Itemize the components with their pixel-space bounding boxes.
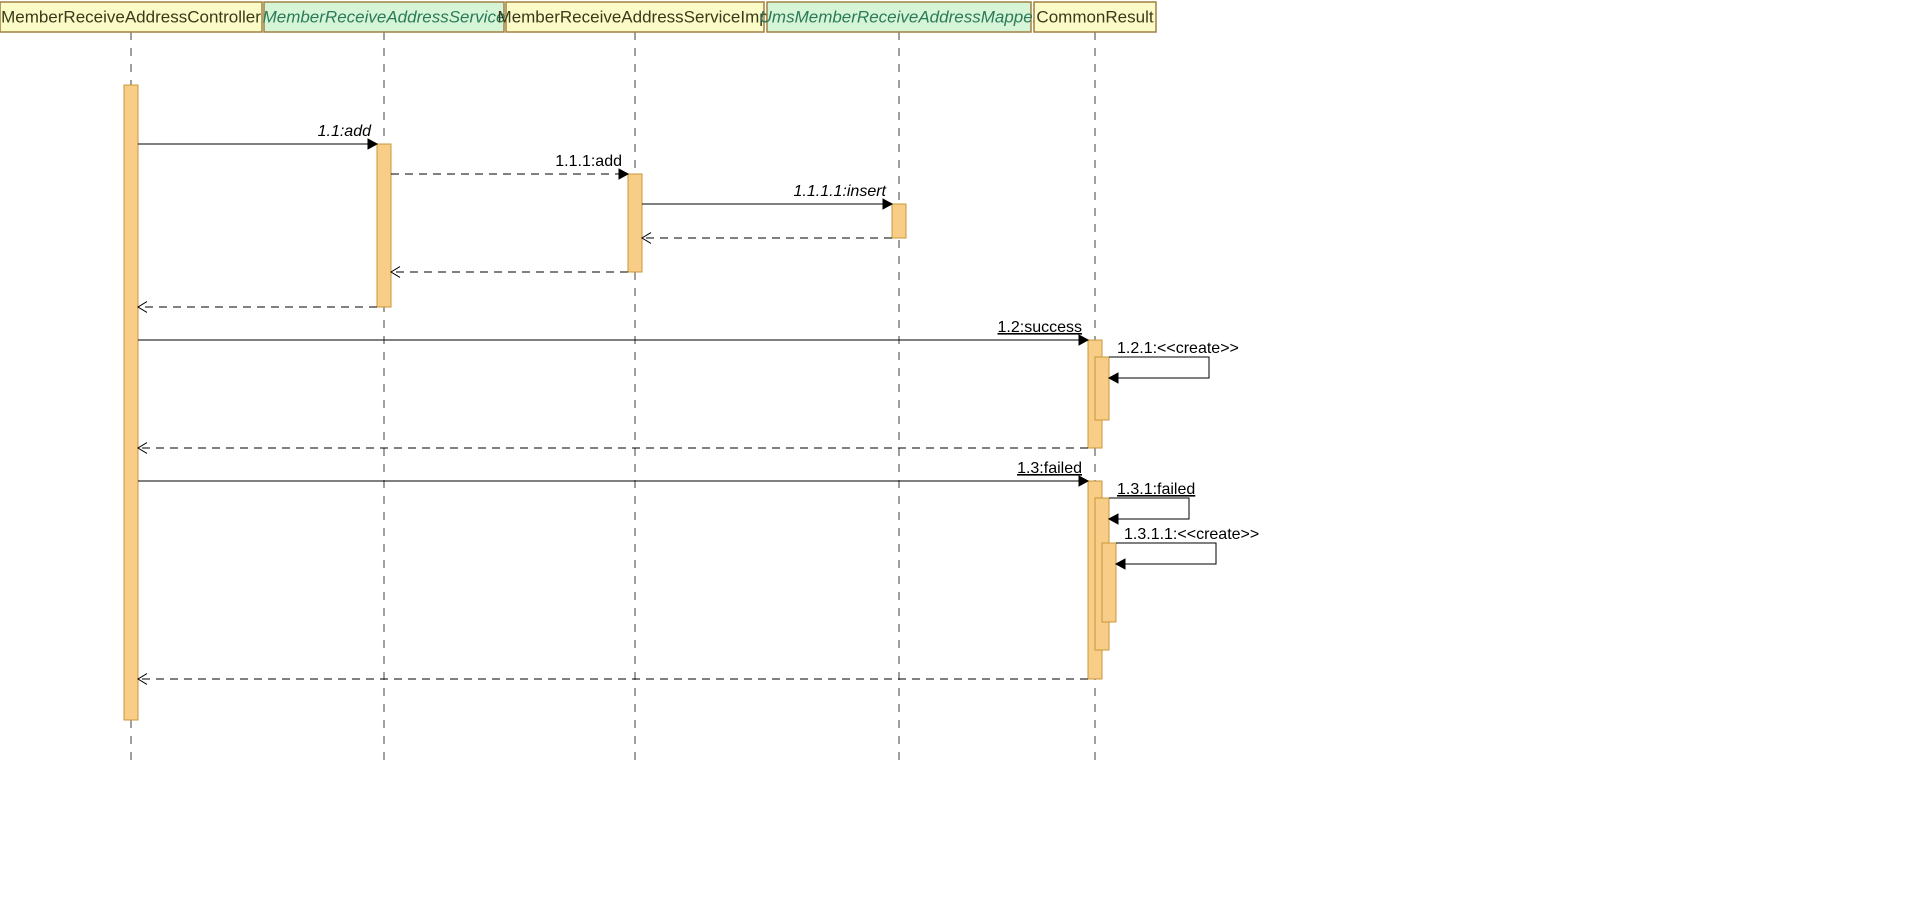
- message-label: 1.1:add: [318, 123, 372, 140]
- activation-bar: [124, 85, 138, 720]
- self-message: [1109, 357, 1209, 378]
- participant-label: MemberReceiveAddressService: [263, 7, 506, 26]
- activation-bar: [377, 144, 391, 307]
- message-label: 1.1.1.1:insert: [794, 183, 887, 200]
- participant-label: MemberReceiveAddressServiceImpl: [498, 7, 773, 26]
- activation-bar: [1095, 357, 1109, 420]
- message-label: 1.2.1:<<create>>: [1117, 340, 1239, 357]
- sequence-diagram: MemberReceiveAddressControllerMemberRece…: [0, 0, 1560, 770]
- self-message: [1116, 543, 1216, 564]
- activation-bar: [1102, 543, 1116, 622]
- participant-box: CommonResult: [1034, 2, 1156, 32]
- participant-box: MemberReceiveAddressService: [263, 2, 506, 32]
- participant-label: MemberReceiveAddressController: [1, 7, 261, 26]
- self-message: [1109, 498, 1189, 519]
- message-label: 1.3:failed: [1017, 460, 1082, 477]
- message-label: 1.1.1:add: [555, 153, 622, 170]
- message-label: 1.3.1:failed: [1117, 481, 1195, 498]
- participant-label: UmsMemberReceiveAddressMapper: [760, 7, 1040, 26]
- activation-bar: [628, 174, 642, 272]
- activation-bar: [892, 204, 906, 238]
- participant-label: CommonResult: [1036, 7, 1153, 26]
- message-label: 1.3.1.1:<<create>>: [1124, 526, 1259, 543]
- participant-box: UmsMemberReceiveAddressMapper: [760, 2, 1040, 32]
- participant-box: MemberReceiveAddressServiceImpl: [498, 2, 773, 32]
- message-label: 1.2:success: [998, 319, 1082, 336]
- participant-box: MemberReceiveAddressController: [0, 2, 262, 32]
